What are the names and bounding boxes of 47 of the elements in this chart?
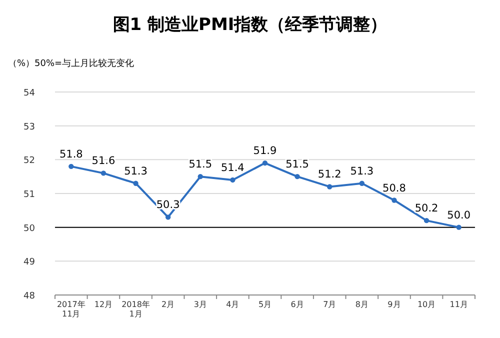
y-tick-label: 51 — [24, 190, 35, 200]
y-tick-label: 53 — [24, 122, 35, 132]
point — [359, 180, 365, 186]
data-label: 51.5 — [188, 158, 212, 171]
x-tick-label: 6月 — [290, 300, 304, 309]
x-tick-label: 7月 — [323, 300, 336, 309]
x-tick-label: 5月 — [258, 300, 272, 309]
data-label: 51.9 — [253, 145, 277, 158]
point — [424, 218, 430, 224]
data-label: 51.5 — [286, 158, 310, 171]
data-label: 51.2 — [318, 168, 342, 181]
x-tick-label: 8月 — [355, 300, 368, 309]
point — [456, 224, 462, 230]
y-tick-label: 49 — [24, 258, 36, 268]
x-tick-label: 12月 — [94, 300, 113, 309]
y-tick-label: 52 — [24, 156, 35, 166]
data-label: 51.6 — [92, 155, 116, 168]
x-tick-label: 11月 — [450, 300, 468, 309]
data-label: 51.3 — [350, 165, 374, 178]
data-label: 51.8 — [59, 148, 83, 160]
point — [198, 174, 203, 180]
data-label: 50.2 — [414, 202, 438, 215]
x-tick-label: 2018年 1月 — [122, 300, 150, 319]
y-tick-label: 54 — [24, 88, 36, 98]
data-label: 51.3 — [124, 165, 148, 178]
data-label: 50.8 — [382, 182, 406, 194]
point — [100, 170, 106, 176]
point — [165, 214, 171, 220]
point — [294, 174, 300, 180]
data-label: 50.0 — [447, 209, 471, 222]
y-tick-label: 50 — [24, 224, 36, 234]
x-tick-label: 4月 — [226, 300, 240, 309]
point — [392, 198, 397, 203]
x-tick-label: 2月 — [162, 300, 175, 309]
point — [327, 184, 332, 190]
chart-subtitle: （%）50%=与上月比较无变化 — [8, 58, 134, 69]
x-tick-label: 9月 — [388, 300, 401, 309]
x-tick-label: 3月 — [194, 300, 207, 309]
x-tick-label: 2017年 11月 — [56, 300, 86, 319]
data-label: 51.4 — [220, 162, 245, 174]
x-tick-label: 10月 — [417, 300, 436, 309]
chart-title: 图1 制造业PMI指数（经季节调整） — [112, 15, 388, 35]
point — [262, 160, 268, 166]
point — [68, 164, 74, 170]
y-tick-label: 48 — [24, 292, 36, 302]
point — [133, 180, 138, 186]
point — [230, 177, 236, 183]
